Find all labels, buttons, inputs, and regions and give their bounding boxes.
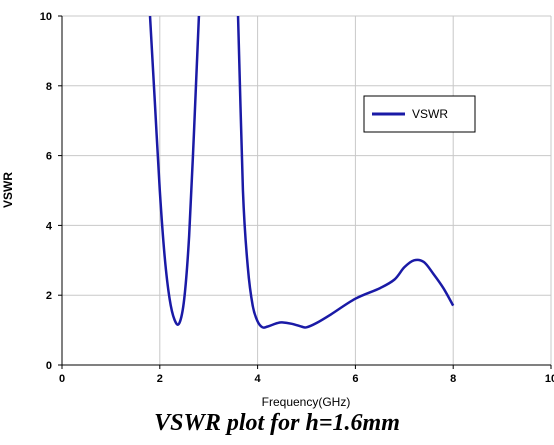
y-axis-title: VSWR bbox=[1, 172, 15, 208]
grid bbox=[62, 15, 552, 365]
figure-caption: VSWR plot for h=1.6mm bbox=[154, 410, 400, 436]
x-tick-label: 8 bbox=[450, 373, 456, 385]
y-tick-label: 4 bbox=[46, 220, 53, 232]
x-axis-title: Frequency(GHz) bbox=[262, 395, 351, 409]
axes bbox=[61, 16, 551, 366]
x-tick-label: 4 bbox=[255, 373, 262, 385]
x-tick-label: 0 bbox=[59, 373, 65, 385]
y-tick-label: 0 bbox=[46, 360, 52, 372]
legend: VSWR bbox=[363, 95, 476, 133]
x-tick-label: 10 bbox=[545, 373, 554, 385]
series-line-vswr bbox=[148, 16, 455, 329]
y-tick-label: 6 bbox=[46, 151, 52, 163]
x-tick-label: 6 bbox=[352, 373, 358, 385]
legend-label: VSWR bbox=[412, 107, 448, 121]
series-layer bbox=[148, 16, 455, 329]
y-tick-label: 8 bbox=[46, 81, 52, 93]
y-tick-label: 10 bbox=[40, 11, 52, 23]
ticks: 0 2 4 6 8 10 0 2 4 6 8 10 bbox=[40, 11, 554, 385]
plot-area bbox=[62, 16, 551, 365]
vswr-chart: 0 2 4 6 8 10 0 2 4 6 8 10 Frequency(GHz) VSWR VSWR bbox=[1, 11, 554, 409]
y-tick-label: 2 bbox=[46, 290, 52, 302]
x-tick-label: 2 bbox=[157, 373, 163, 385]
